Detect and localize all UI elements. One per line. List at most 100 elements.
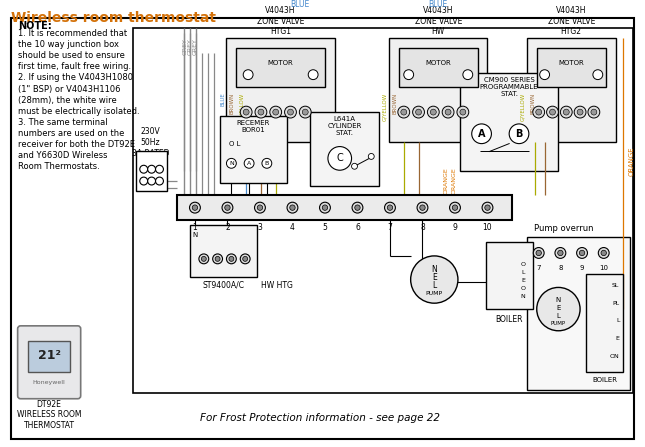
Circle shape [290,205,295,211]
Circle shape [482,202,493,213]
Circle shape [199,254,209,264]
Text: numbers are used on the: numbers are used on the [17,129,124,138]
Circle shape [442,106,454,118]
Circle shape [270,106,282,118]
Circle shape [352,163,357,169]
Text: L641A
CYLINDER
STAT.: L641A CYLINDER STAT. [328,116,362,136]
Circle shape [463,70,473,80]
Circle shape [287,202,298,213]
Text: 2: 2 [225,224,230,232]
Text: BLUE: BLUE [291,0,310,9]
Text: HW HTG: HW HTG [261,281,293,290]
Bar [389,38,488,142]
Circle shape [558,250,563,256]
Text: and Y6630D Wireless: and Y6630D Wireless [17,151,107,160]
Bar [133,28,633,393]
Circle shape [140,165,148,173]
Circle shape [308,70,318,80]
Circle shape [561,106,572,118]
Circle shape [550,109,555,115]
Bar [399,48,478,88]
Bar [190,225,257,277]
Circle shape [593,70,602,80]
Text: receiver for both the DT92E: receiver for both the DT92E [17,139,135,149]
Circle shape [258,109,264,115]
Text: GREY: GREY [188,38,192,55]
Circle shape [563,109,570,115]
Text: (1" BSP) or V4043H1106: (1" BSP) or V4043H1106 [17,84,120,93]
Circle shape [537,287,580,331]
Text: 2. If using the V4043H1080: 2. If using the V4043H1080 [17,73,133,83]
Text: E: E [615,336,619,341]
Circle shape [148,177,155,185]
Circle shape [577,248,588,258]
Text: N: N [556,297,561,303]
Circle shape [457,106,469,118]
Bar [527,38,615,142]
Text: 10: 10 [482,224,492,232]
Bar [28,341,70,372]
Text: 7: 7 [537,265,541,271]
Circle shape [574,106,586,118]
Circle shape [243,109,249,115]
Text: G/YELLOW: G/YELLOW [382,93,388,121]
Text: NOTE:: NOTE: [17,21,52,31]
Text: N: N [432,265,437,274]
Circle shape [215,257,220,261]
Circle shape [546,106,559,118]
Text: SL: SL [612,283,619,288]
Text: C: C [336,153,343,164]
Circle shape [579,250,585,256]
Circle shape [430,109,436,115]
Text: ORANGE: ORANGE [451,168,457,194]
Text: 8: 8 [420,224,425,232]
Text: BLUE: BLUE [220,93,225,106]
Text: 1. It is recommended that: 1. It is recommended that [17,30,127,38]
Text: 9: 9 [580,265,584,271]
Text: 7: 7 [388,224,392,232]
Circle shape [155,165,163,173]
Bar [177,195,512,220]
Text: Room Thermostats.: Room Thermostats. [17,162,99,171]
Text: DT92E
WIRELESS ROOM
THERMOSTAT: DT92E WIRELESS ROOM THERMOSTAT [17,400,81,430]
Text: the 10 way junction box: the 10 way junction box [17,40,119,49]
Bar [310,112,379,186]
Circle shape [445,109,451,115]
Text: PUMP: PUMP [551,321,566,326]
Bar [527,237,630,390]
Circle shape [471,124,491,143]
Text: E: E [521,278,525,283]
Circle shape [387,205,393,211]
Circle shape [415,109,421,115]
Text: ORANGE: ORANGE [444,168,449,194]
Text: L: L [616,318,619,324]
Circle shape [420,205,425,211]
Bar [460,73,559,171]
Text: N: N [192,232,197,238]
Circle shape [328,147,352,170]
Circle shape [355,205,360,211]
Bar [537,48,606,88]
Text: 6: 6 [355,224,360,232]
Text: 9: 9 [453,224,457,232]
Text: L  N  E: L N E [137,152,164,160]
Circle shape [417,202,428,213]
Circle shape [319,202,330,213]
Circle shape [536,250,541,256]
Circle shape [155,177,163,185]
Text: For Frost Protection information - see page 22: For Frost Protection information - see p… [200,413,440,423]
Circle shape [303,109,308,115]
Circle shape [224,205,230,211]
Circle shape [226,158,236,168]
Circle shape [201,257,206,261]
Text: Pump overrun: Pump overrun [534,224,593,233]
Circle shape [352,202,363,213]
Text: ORANGE: ORANGE [628,147,634,176]
Circle shape [243,70,253,80]
Circle shape [540,70,550,80]
Circle shape [577,109,583,115]
Text: GREY: GREY [192,38,197,55]
Circle shape [222,202,233,213]
Circle shape [190,202,201,213]
Text: BOILER: BOILER [592,377,617,383]
